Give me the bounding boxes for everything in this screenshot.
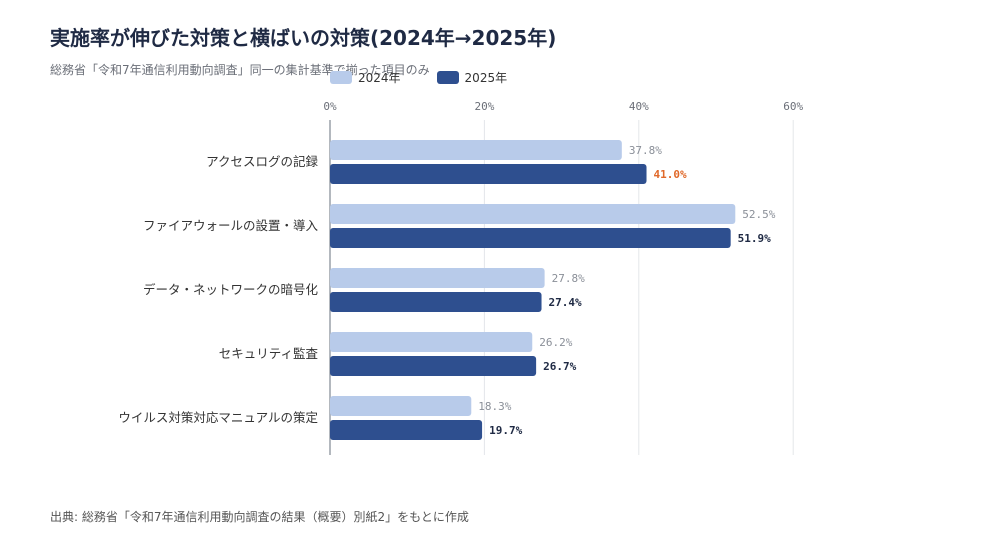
legend-label-2024: 2024年 — [358, 71, 401, 85]
data-label: 37.8% — [629, 144, 662, 157]
category-label: セキュリティ監査 — [219, 346, 319, 361]
category-label: データ・ネットワークの暗号化 — [143, 282, 319, 297]
x-tick-label: 20% — [474, 100, 494, 113]
data-label: 19.7% — [489, 424, 522, 437]
category-label: ウイルス対策対応マニュアルの策定 — [118, 410, 318, 425]
bar-2024 — [330, 140, 622, 160]
chart-title: 実施率が伸びた対策と横ばいの対策(2024年→2025年) — [50, 26, 557, 50]
bar-2025 — [330, 356, 537, 376]
x-tick-label: 40% — [629, 100, 649, 113]
legend-item-2025: 2025年 — [436, 69, 508, 86]
bar-2024 — [330, 204, 736, 224]
data-label: 41.0% — [654, 168, 687, 181]
x-tick-label: 60% — [783, 100, 803, 113]
bar-2025 — [330, 292, 542, 312]
bar-2024 — [330, 332, 533, 352]
legend-swatch-2025 — [436, 71, 459, 84]
category-label: ファイアウォールの設置・導入 — [143, 218, 319, 233]
data-label: 26.7% — [543, 360, 576, 373]
bar-2025 — [330, 164, 647, 184]
data-label: 27.4% — [549, 296, 582, 309]
legend-label-2025: 2025年 — [464, 71, 508, 85]
data-label: 52.5% — [742, 208, 775, 221]
data-label: 51.9% — [738, 232, 771, 245]
legend-item-2024: 2024年 — [330, 69, 401, 86]
data-label: 27.8% — [552, 272, 585, 285]
bar-2024 — [330, 268, 545, 288]
bar-2024 — [330, 396, 472, 416]
legend-swatch-2024 — [330, 71, 352, 84]
category-label: アクセスログの記録 — [206, 154, 318, 169]
source-footer: 出典: 総務省「令和7年通信利用動向調査の結果（概要）別紙2」をもとに作成 — [50, 510, 469, 524]
data-label: 26.2% — [539, 336, 572, 349]
legend: 2024年 2025年 — [330, 69, 507, 86]
bar-2025 — [330, 228, 731, 248]
bar-2025 — [330, 420, 483, 440]
data-label: 18.3% — [478, 400, 511, 413]
x-tick-label: 0% — [323, 100, 337, 113]
